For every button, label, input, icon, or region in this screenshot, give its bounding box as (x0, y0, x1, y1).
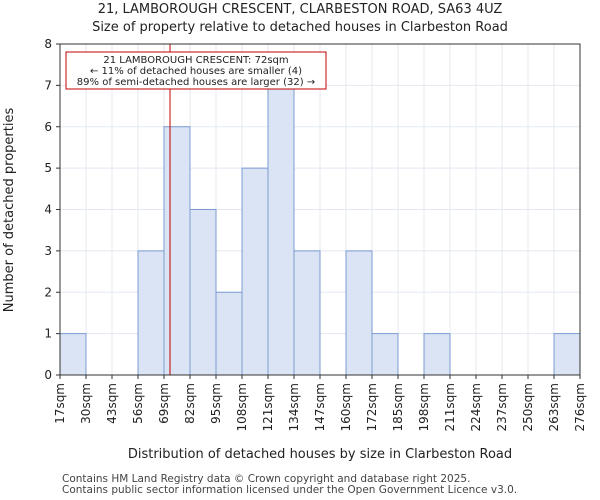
y-tick-label: 1 (44, 327, 52, 341)
bar (423, 333, 451, 376)
annotation-line-2: ← 11% of detached houses are smaller (4) (90, 66, 302, 77)
x-tick-label: 43sqm (105, 383, 119, 424)
x-tick-label: 263sqm (547, 383, 561, 431)
x-tick-label: 95sqm (209, 383, 223, 424)
x-tick-label: 56sqm (131, 383, 145, 424)
x-tick-label: 134sqm (287, 383, 301, 431)
x-tick-label: 82sqm (183, 383, 197, 424)
y-tick-label: 3 (44, 244, 52, 258)
histogram-chart: 21, LAMBOROUGH CRESCENT, CLARBESTON ROAD… (2, 2, 587, 462)
chart-title: 21, LAMBOROUGH CRESCENT, CLARBESTON ROAD… (98, 2, 503, 17)
bar (371, 333, 399, 376)
x-tick-label: 17sqm (53, 383, 67, 424)
x-tick-label: 30sqm (79, 383, 93, 424)
x-axis-ticks: 17sqm 30sqm 43sqm 56sqm 69sqm 82sqm 95sqm 108sq… (53, 375, 587, 431)
x-tick-label: 224sqm (469, 383, 483, 431)
bar (293, 250, 321, 376)
annotation-line-1: 21 LAMBOROUGH CRESCENT: 72sqm (103, 55, 288, 66)
x-tick-label: 121sqm (261, 383, 275, 431)
x-tick-label: 185sqm (391, 383, 405, 431)
marker: 21 LAMBOROUGH CRESCENT: 72sqm ← 11% of d… (65, 44, 327, 375)
x-tick-label: 172sqm (365, 383, 379, 431)
bar (163, 126, 191, 376)
x-tick-label: 147sqm (313, 383, 327, 431)
x-tick-label: 198sqm (417, 383, 431, 431)
y-tick-label: 5 (44, 161, 52, 175)
y-tick-label: 8 (44, 37, 52, 51)
bar (59, 333, 87, 376)
y-tick-label: 7 (44, 78, 52, 92)
y-tick-label: 6 (44, 120, 52, 134)
y-tick-label: 4 (44, 203, 52, 217)
x-tick-label: 211sqm (443, 383, 457, 431)
x-tick-label: 69sqm (157, 383, 171, 424)
y-axis-ticks: 0 1 2 3 4 5 6 7 8 (44, 37, 60, 382)
x-tick-label: 250sqm (521, 383, 535, 431)
x-tick-label: 276sqm (573, 383, 587, 431)
x-tick-label: 237sqm (495, 383, 509, 431)
footer-licence: Contains public sector information licen… (62, 484, 518, 496)
x-axis-label: Distribution of detached houses by size … (128, 447, 512, 462)
bar (137, 250, 165, 376)
bar (189, 209, 217, 376)
chart-subtitle: Size of property relative to detached ho… (92, 20, 508, 35)
bar (241, 167, 269, 376)
bar (267, 84, 295, 376)
y-axis-label: Number of detached properties (2, 108, 17, 313)
x-tick-label: 108sqm (235, 383, 249, 431)
footer-copyright: Contains HM Land Registry data © Crown c… (62, 473, 471, 485)
bar (345, 250, 373, 376)
annotation-box (65, 51, 327, 90)
x-tick-label: 160sqm (339, 383, 353, 431)
bar (215, 291, 243, 376)
y-tick-label: 0 (44, 368, 52, 382)
annotation-line-3: 89% of semi-detached houses are larger (… (77, 77, 315, 88)
bar (553, 333, 581, 376)
y-tick-label: 2 (44, 285, 52, 299)
